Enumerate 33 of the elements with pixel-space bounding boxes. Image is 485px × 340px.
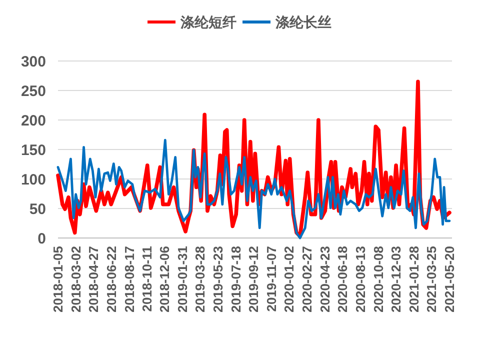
y-tick-label: 150	[20, 142, 46, 159]
x-tick-label: 2019-05-23	[210, 246, 226, 312]
x-tick-label: 2018-08-17	[122, 246, 137, 312]
x-tick-label: 2019-07-18	[228, 246, 244, 312]
y-tick-label: 300	[20, 53, 46, 70]
line-series	[56, 138, 451, 240]
x-tick-label: 2019-03-28	[192, 246, 208, 312]
legend-label: 涤纶短纤	[180, 14, 236, 30]
y-tick-label: 250	[20, 82, 46, 100]
x-tick-label: 2019-01-31	[174, 246, 190, 312]
y-tick-label: 100	[20, 171, 46, 188]
x-tick-label: 2020-10-08	[370, 246, 386, 312]
x-tick-label: 2020-01-02	[282, 246, 297, 312]
x-tick-label: 2020-04-23	[317, 246, 332, 312]
x-tick-label: 2020-02-27	[300, 246, 315, 312]
y-tick-label: 0	[38, 230, 46, 248]
x-tick-label: 2019-11-07	[264, 246, 279, 312]
x-tick-label: 2019-09-12	[246, 246, 262, 312]
x-tick-label: 2018-06-22	[104, 246, 119, 312]
x-tick-label: 2020-08-13	[352, 246, 368, 312]
x-tick-label: 2020-06-18	[335, 246, 350, 312]
legend-label: 涤纶长丝	[274, 14, 332, 30]
y-tick-label: 200	[20, 112, 46, 130]
y-tick-label: 50	[29, 200, 46, 218]
x-tick-label: 2021-03-25	[424, 246, 440, 312]
x-tick-label: 2018-10-11	[139, 246, 154, 312]
x-tick-label: 2018-01-05	[50, 246, 66, 312]
x-tick-label: 2018-03-02	[68, 246, 84, 312]
x-tick-label: 2020-12-03	[388, 246, 404, 312]
x-tick-label: 2021-05-20	[442, 246, 458, 312]
x-tick-label: 2021-01-28	[406, 246, 422, 312]
x-tick-label: 2018-12-06	[157, 246, 172, 312]
x-tick-label: 2018-04-27	[86, 246, 102, 312]
